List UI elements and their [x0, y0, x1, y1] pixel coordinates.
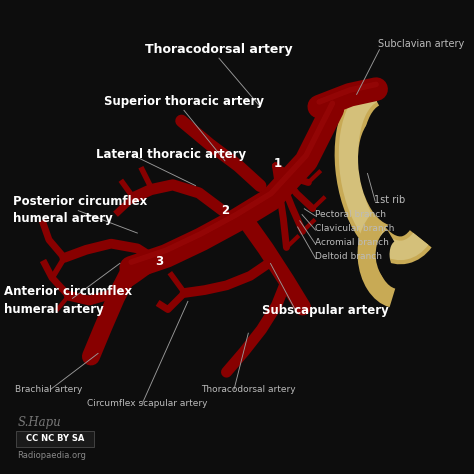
Text: Superior thoracic artery: Superior thoracic artery: [104, 95, 264, 109]
Text: humeral artery: humeral artery: [13, 212, 113, 226]
Text: S.Hapu: S.Hapu: [18, 416, 61, 429]
Text: Lateral thoracic artery: Lateral thoracic artery: [96, 147, 246, 161]
Text: Thoracodorsal artery: Thoracodorsal artery: [201, 385, 296, 394]
Text: Posterior circumflex: Posterior circumflex: [13, 195, 147, 208]
Text: Anterior circumflex: Anterior circumflex: [4, 285, 133, 298]
Text: Circumflex scapular artery: Circumflex scapular artery: [88, 400, 208, 408]
Text: Brachial artery: Brachial artery: [15, 385, 82, 394]
Text: 2: 2: [221, 204, 229, 218]
Text: 1st rib: 1st rib: [374, 195, 405, 205]
Text: 3: 3: [155, 255, 164, 268]
FancyBboxPatch shape: [16, 431, 94, 447]
Text: CC NC BY SA: CC NC BY SA: [26, 435, 84, 443]
Text: humeral artery: humeral artery: [4, 302, 104, 316]
Text: Radiopaedia.org: Radiopaedia.org: [18, 452, 86, 460]
Text: Subscapular artery: Subscapular artery: [263, 304, 389, 317]
Text: Acromial branch: Acromial branch: [315, 238, 389, 247]
Text: Subclavian artery: Subclavian artery: [378, 38, 465, 49]
Text: 1: 1: [273, 157, 282, 170]
Text: Clavicular branch: Clavicular branch: [315, 224, 394, 233]
Text: Pectoral branch: Pectoral branch: [315, 210, 386, 219]
Text: Deltoid branch: Deltoid branch: [315, 253, 382, 261]
Text: Thoracodorsal artery: Thoracodorsal artery: [145, 43, 292, 56]
